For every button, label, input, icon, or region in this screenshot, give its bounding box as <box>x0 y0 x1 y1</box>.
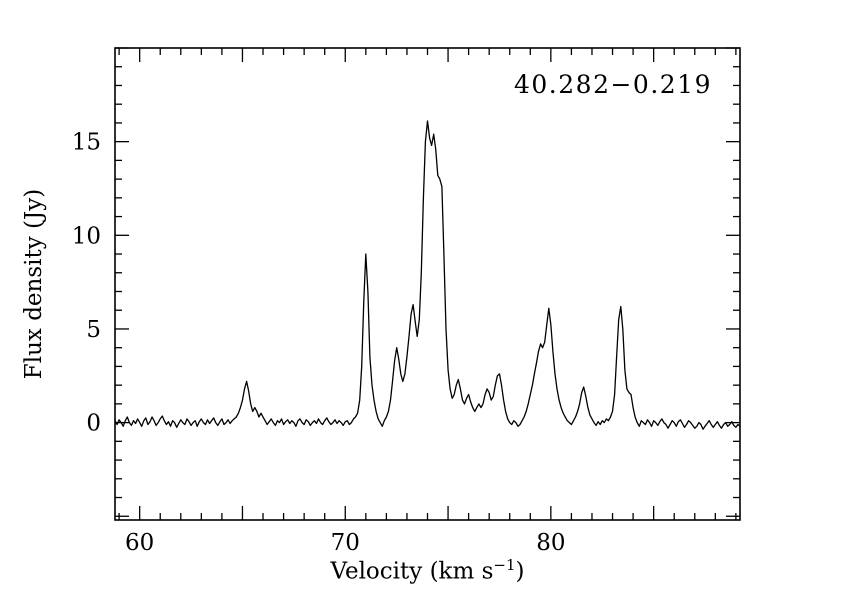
plot-frame <box>114 47 741 521</box>
x-axis-title: Velocity (km s−1) <box>115 556 740 585</box>
y-tick-label: 15 <box>72 130 101 156</box>
y-tick-label: 10 <box>72 223 101 249</box>
y-axis-title: Flux density (Jy) <box>21 188 47 380</box>
source-label: 40.282−0.219 <box>514 70 712 99</box>
x-axis-title-text: Velocity (km s <box>330 558 494 585</box>
x-tick-label: 80 <box>536 530 565 556</box>
y-tick-label: 0 <box>86 411 101 437</box>
y-tick-label: 5 <box>86 317 101 343</box>
spectrum-line <box>114 120 741 430</box>
x-axis-title-close: ) <box>515 558 525 585</box>
x-axis-title-sup: −1 <box>493 556 516 574</box>
x-tick-label: 70 <box>331 530 360 556</box>
x-tick-label: 60 <box>125 530 154 556</box>
